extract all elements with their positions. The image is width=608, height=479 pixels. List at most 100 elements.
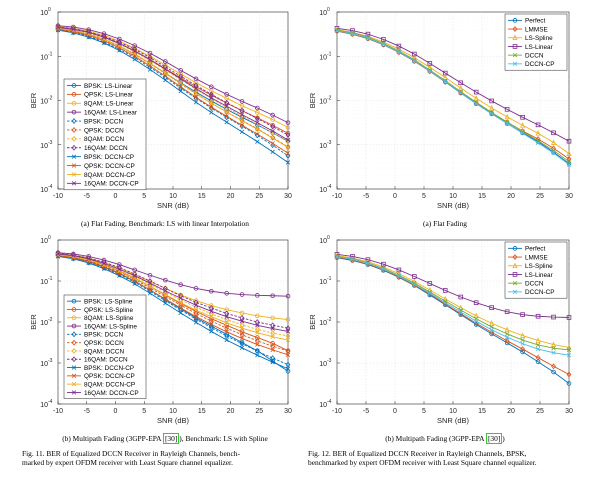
y-tick-exponent: -2 <box>48 317 53 323</box>
data-point <box>285 293 291 299</box>
subcaption-a-left: (a) Flat Fading, Benchmark: LS with line… <box>81 219 249 228</box>
x-tick-label: 20 <box>227 408 235 415</box>
data-point <box>163 77 168 83</box>
citation-link-30[interactable]: [30] <box>162 433 180 444</box>
data-point <box>163 296 168 302</box>
y-axis-label: BER <box>29 314 38 330</box>
data-point <box>224 104 229 109</box>
data-point <box>193 86 199 91</box>
subcaption-b-left-pre: (b) Multipath Fading (3GPP-EPA <box>62 434 163 443</box>
data-point <box>520 337 525 343</box>
data-point <box>285 160 291 165</box>
data-point <box>458 84 464 91</box>
data-point <box>270 123 276 130</box>
data-point <box>396 267 402 273</box>
legend-marker <box>71 348 77 354</box>
x-tick-label: 20 <box>227 193 235 200</box>
legend-marker <box>71 307 77 312</box>
data-point <box>239 340 245 345</box>
legend-label: 8QAM: DCCN <box>84 136 125 143</box>
x-tick-label: 25 <box>536 193 544 200</box>
data-point <box>427 64 433 70</box>
legend-item-lmmse: LMMSE <box>508 254 548 261</box>
data-point <box>255 105 260 111</box>
legend-item-bpsk-dccn-cp: BPSK: DCCN-CP <box>67 365 134 372</box>
data-point <box>535 342 541 348</box>
data-point <box>254 348 260 355</box>
data-point <box>285 120 291 125</box>
data-point <box>71 253 76 258</box>
data-point <box>239 129 245 135</box>
data-point <box>101 38 107 43</box>
data-point <box>504 309 510 315</box>
data-point <box>520 341 525 346</box>
data-point <box>458 90 463 95</box>
data-point <box>178 300 183 305</box>
data-point <box>239 331 245 338</box>
data-point <box>209 95 214 101</box>
data-point <box>520 346 526 352</box>
legend-marker <box>71 298 77 304</box>
data-point <box>270 135 275 141</box>
legend-label: BPSK: DCCN <box>84 332 123 339</box>
data-point <box>255 127 260 132</box>
data-point <box>474 100 479 105</box>
legend-item-qpsk-dccn: QPSK: DCCN <box>67 339 124 347</box>
data-point <box>193 320 199 325</box>
subcaption-b-left: (b) Multipath Fading (3GPP-EPA [30]), Be… <box>20 433 310 444</box>
legend-marker <box>71 381 77 387</box>
data-point <box>551 139 557 145</box>
data-point <box>381 37 386 42</box>
data-point <box>239 112 245 117</box>
legend: BPSK: LS-Linear QPSK: LS-Linear 8QAM: LS-L… <box>63 78 147 191</box>
x-axis-label: SNR (dB) <box>157 416 190 425</box>
x-tick-label: 25 <box>255 193 263 200</box>
data-point <box>442 70 448 76</box>
data-point <box>458 309 463 315</box>
series-line-bpsk-dccn-cp <box>57 255 289 370</box>
data-point <box>255 139 260 144</box>
legend-marker <box>71 323 77 329</box>
data-point <box>193 91 199 96</box>
citation-link-30[interactable]: [30] <box>485 433 503 444</box>
legend-marker <box>512 272 518 277</box>
series-dccn-cp <box>334 254 572 358</box>
y-axis-label: BER <box>308 92 317 108</box>
data-point <box>489 110 494 115</box>
series-line-bpsk-dccn-cp <box>57 29 289 163</box>
legend-item-ls-spline: LS-Spline <box>508 34 553 42</box>
data-point <box>116 39 122 46</box>
legend-marker <box>71 154 77 159</box>
data-point <box>209 84 214 90</box>
y-tick-label: 10 <box>40 54 48 61</box>
data-point <box>239 123 245 130</box>
data-point <box>270 112 275 118</box>
data-point <box>163 297 168 302</box>
data-point <box>270 359 275 365</box>
legend-label: QPSK: LS-Spline <box>84 307 133 314</box>
x-tick-label: -5 <box>363 193 369 200</box>
data-point <box>224 291 229 296</box>
series-line-dccn-cp <box>336 256 570 356</box>
data-point <box>270 149 275 155</box>
x-tick-label: 0 <box>114 408 118 415</box>
y-tick-exponent: -3 <box>327 358 332 364</box>
data-point <box>193 286 199 291</box>
legend-item-8qam-dccn-cp: 8QAM: DCCN-CP <box>67 381 135 388</box>
data-point <box>163 59 168 64</box>
y-tick-label: 10 <box>40 238 48 245</box>
legend-item-perfect: Perfect <box>508 18 545 25</box>
data-point <box>55 251 61 257</box>
data-point <box>443 79 448 84</box>
legend-label: 16QAM: DCCN <box>84 357 128 364</box>
data-point <box>162 67 168 73</box>
legend-marker <box>71 315 77 321</box>
data-point <box>239 345 245 351</box>
data-point <box>427 68 432 74</box>
data-point <box>163 66 168 72</box>
data-point <box>535 130 541 136</box>
